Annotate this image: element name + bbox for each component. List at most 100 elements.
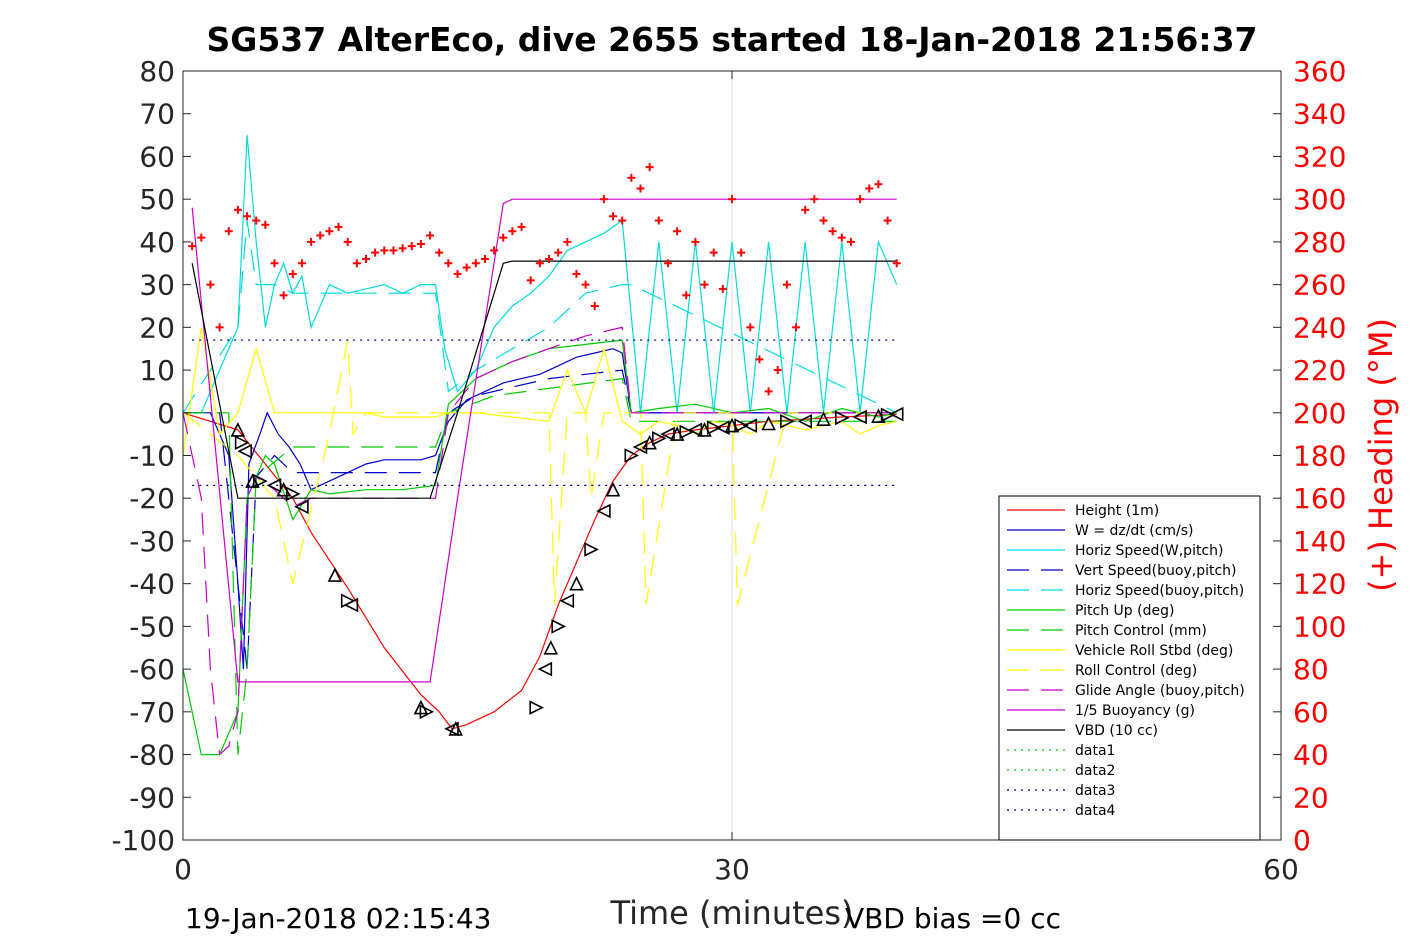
heading-point <box>709 248 718 257</box>
heading-point <box>846 237 855 246</box>
heading-point <box>508 227 517 236</box>
dive-marker <box>797 414 813 429</box>
left-tick-label: 20 <box>139 311 175 344</box>
heading-point <box>654 216 663 225</box>
heading-point <box>307 237 316 246</box>
left-axis: -100-90-80-70-60-50-40-30-20-10010203040… <box>111 55 191 857</box>
dive-marker <box>285 486 301 502</box>
dive-marker <box>245 473 260 488</box>
heading-point <box>801 205 810 214</box>
right-tick-label: 360 <box>1293 55 1346 88</box>
dive-marker <box>816 411 831 427</box>
series-layer <box>182 135 898 756</box>
right-tick-label: 100 <box>1293 610 1346 643</box>
dive-markers <box>230 406 904 737</box>
heading-point <box>627 173 636 182</box>
right-tick-label: 320 <box>1293 140 1346 173</box>
heading-point <box>435 248 444 257</box>
heading-point <box>673 227 682 236</box>
dive-marker <box>715 420 730 435</box>
heading-point <box>261 220 270 229</box>
dive-marker <box>584 542 599 557</box>
legend-label: Height (1m) <box>1075 503 1159 519</box>
legend-label: 1/5 Buoyancy (g) <box>1075 703 1195 719</box>
series-line-2 <box>183 135 898 414</box>
heading-point <box>636 184 645 193</box>
dive-marker <box>596 503 611 519</box>
left-tick-label: -70 <box>129 696 175 729</box>
heading-point <box>737 248 746 257</box>
dive-marker <box>419 704 435 720</box>
right-tick-label: 140 <box>1293 525 1346 558</box>
right-tick-label: 40 <box>1293 739 1329 772</box>
dive-marker <box>529 700 544 715</box>
dive-marker <box>734 418 749 433</box>
heading-point <box>188 242 197 251</box>
right-tick-label: 160 <box>1293 482 1346 515</box>
legend-label: Roll Control (deg) <box>1075 663 1197 679</box>
dive-marker <box>761 415 776 431</box>
legend-label: Horiz Speed(buoy,pitch) <box>1075 583 1244 599</box>
heading-point <box>526 276 535 285</box>
right-axis: 0 20 40 60 80 100 120 140 160 180 200 220 240 260 280 3… <box>1273 55 1346 857</box>
footer-vbd-bias: VBD bias =0 cc <box>845 902 1061 935</box>
dive-marker <box>679 424 695 440</box>
heading-point <box>581 280 590 289</box>
x-tick-label: 0 <box>174 853 192 886</box>
heading-point <box>416 240 425 249</box>
dive-marker <box>888 406 904 422</box>
dive-marker <box>742 418 758 433</box>
left-tick-label: -30 <box>129 525 175 558</box>
heading-point <box>471 259 480 268</box>
left-tick-label: -60 <box>129 653 175 686</box>
left-tick-label: 50 <box>139 183 175 216</box>
right-tick-label: 280 <box>1293 226 1346 259</box>
heading-point <box>892 259 901 268</box>
heading-markers <box>188 163 901 396</box>
heading-point <box>865 184 874 193</box>
heading-point <box>590 301 599 310</box>
dive-marker <box>266 478 282 493</box>
heading-point <box>316 231 325 240</box>
heading-point <box>572 269 581 278</box>
heading-point <box>728 195 736 204</box>
left-tick-label: -100 <box>111 824 175 857</box>
heading-point <box>856 195 865 204</box>
heading-point <box>243 212 252 221</box>
heading-point <box>444 259 453 268</box>
left-tick-label: -40 <box>129 568 175 601</box>
heading-point <box>535 259 544 268</box>
dive-marker <box>651 431 667 446</box>
heading-point <box>279 291 288 300</box>
heading-point <box>792 323 801 332</box>
heading-point <box>352 259 361 268</box>
heading-point <box>371 248 380 257</box>
right-tick-label: 60 <box>1293 696 1329 729</box>
dive-marker <box>294 499 309 515</box>
heading-point <box>499 233 508 242</box>
heading-point <box>755 355 764 364</box>
legend: Height (1m) W = dz/dt (cm/s) Horiz Speed(W… <box>998 495 1261 841</box>
heading-point <box>828 227 837 236</box>
left-tick-label: 70 <box>139 98 175 131</box>
legend-label: data1 <box>1075 743 1115 759</box>
series-line-10 <box>191 198 897 683</box>
chart-title: SG537 AlterEco, dive 2655 started 18-Jan… <box>206 20 1257 59</box>
right-tick-label: 200 <box>1293 397 1346 430</box>
x-tick-label: 30 <box>714 853 750 886</box>
legend-label: Pitch Up (deg) <box>1075 603 1174 619</box>
heading-point <box>407 242 416 251</box>
legend-label: data4 <box>1075 803 1116 819</box>
legend-label: VBD (10 cc) <box>1075 723 1158 739</box>
heading-point <box>874 180 883 189</box>
heading-point <box>773 366 782 375</box>
dive-marker <box>343 597 359 613</box>
heading-point <box>718 284 727 293</box>
legend-label: W = dz/dt (cm/s) <box>1075 523 1194 539</box>
dive-marker <box>253 473 268 489</box>
heading-point <box>618 216 627 225</box>
heading-point <box>700 280 709 289</box>
heading-point <box>663 259 672 268</box>
heading-point <box>343 237 352 246</box>
heading-point <box>325 227 334 236</box>
